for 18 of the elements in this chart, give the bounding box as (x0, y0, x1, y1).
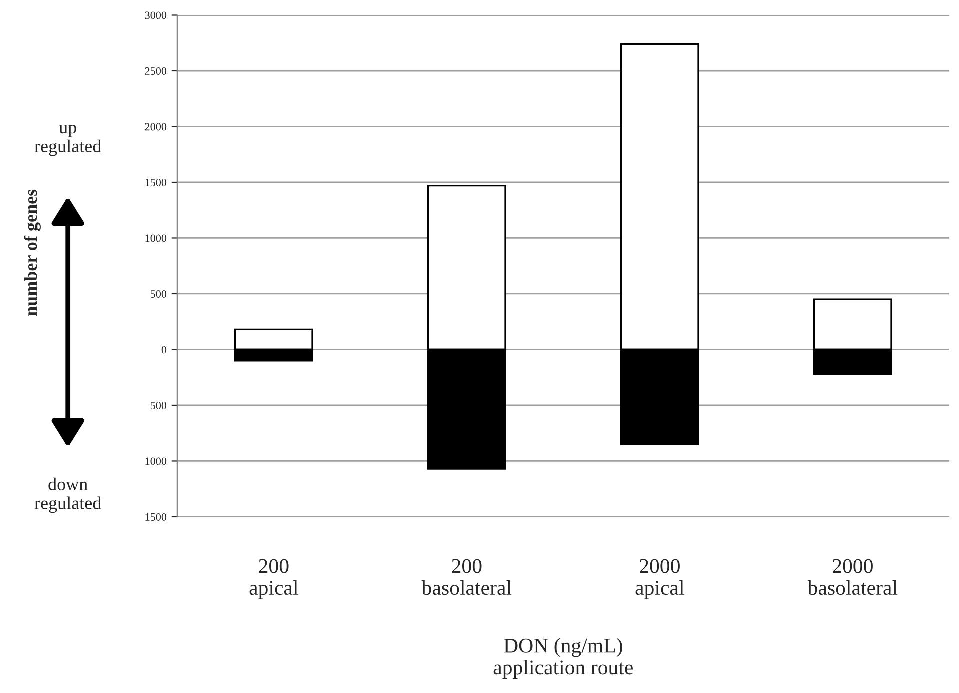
y-tick-label: 2500 (145, 67, 167, 75)
x-tick-label: 200 basolateral (422, 559, 512, 596)
y-tick-label: 1500 (146, 178, 167, 186)
y-tick-label: 1500 (146, 513, 167, 521)
y-tick-label: 500 (150, 290, 167, 298)
y-tick-label: 1000 (146, 234, 167, 242)
x-tick-label: 2000 apical (636, 559, 684, 600)
y-tick-label: 3000 (145, 12, 167, 20)
x-tick-label: 200 apical (250, 559, 298, 600)
text: down regulated (34, 478, 102, 514)
y-tick-label: 2000 (145, 123, 167, 131)
x-tick-label: 2000 basolateral (808, 559, 898, 596)
x-axis-title: DON (ng/mL) application route (494, 638, 633, 679)
text: up regulated (34, 124, 102, 156)
y-tick-label: 0 (162, 346, 167, 354)
text: number of genes (24, 190, 41, 316)
y-tick-label: 1000 (146, 458, 167, 466)
y-tick-label: 500 (150, 402, 167, 410)
